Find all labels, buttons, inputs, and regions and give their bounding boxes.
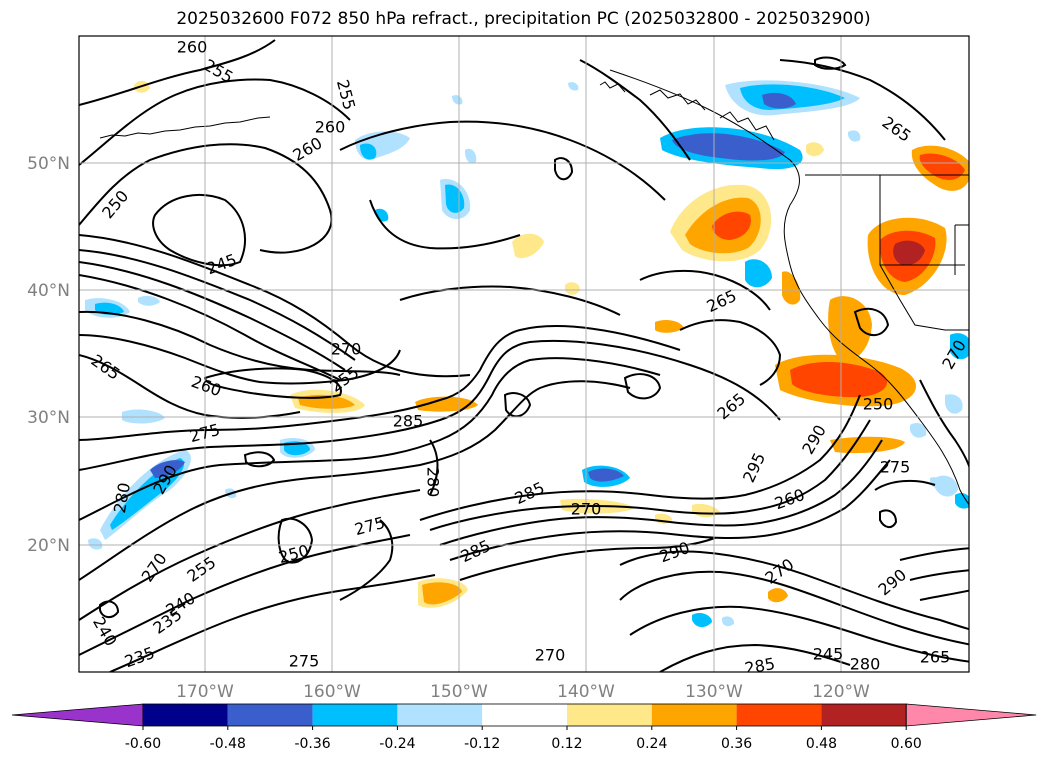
colorbar-tick-label: 0.24 xyxy=(636,736,667,752)
colorbar-frame xyxy=(142,703,907,727)
colorbar-segment xyxy=(651,704,737,726)
colorbar-extend-min xyxy=(11,703,144,727)
colorbar-tick-label: -0.48 xyxy=(210,736,246,752)
colorbar-tick-label: -0.60 xyxy=(125,736,161,752)
colorbar-tick-label: 0.48 xyxy=(806,736,837,752)
contour-label: 245 xyxy=(813,645,844,664)
contour-label: 265 xyxy=(920,648,951,667)
map-frame xyxy=(78,35,970,673)
colorbar-segment xyxy=(567,704,652,726)
refractivity-contours xyxy=(79,39,969,672)
contour-label: 275 xyxy=(880,458,911,477)
lat-label-50n: 50°N xyxy=(27,154,70,174)
lat-label-20n: 20°N xyxy=(27,536,70,556)
colorbar-segment xyxy=(143,704,228,726)
colorbar-tick-label: -0.12 xyxy=(464,736,500,752)
latitude-axis: 50°N 40°N 30°N 20°N xyxy=(27,154,70,556)
colorbar-tick-label: -0.36 xyxy=(294,736,330,752)
colorbar-tick-label: 0.60 xyxy=(891,736,922,752)
colorbar-tick-label: 0.36 xyxy=(721,736,752,752)
graticule xyxy=(79,36,969,672)
colorbar-segment xyxy=(397,704,483,726)
contour-label: 280 xyxy=(424,467,443,498)
lat-label-30n: 30°N xyxy=(27,408,70,428)
colorbar-segment xyxy=(821,704,907,726)
colorbar-tick-label: -0.24 xyxy=(379,736,415,752)
colorbar-segment xyxy=(482,704,567,726)
lon-label-140w: 140°W xyxy=(557,682,615,702)
contour-label: 285 xyxy=(743,654,776,678)
longitude-axis: 170°W 160°W 150°W 140°W 130°W 120°W xyxy=(176,682,870,702)
lon-label-170w: 170°W xyxy=(176,682,234,702)
map-title: 2025032600 F072 850 hPa refract., precip… xyxy=(176,9,871,29)
colorbar xyxy=(11,703,1037,727)
contour-label: 260 xyxy=(177,38,208,57)
contour-label: 250 xyxy=(863,395,894,414)
contour-label: 280 xyxy=(850,655,881,674)
map-background xyxy=(79,36,969,672)
colorbar-labels: -0.60 -0.48 -0.36 -0.24 -0.12 0.12 0.24 0.36 0.4… xyxy=(125,726,922,752)
contour-label: 270 xyxy=(535,646,566,665)
colorbar-tick-label: 0.12 xyxy=(551,736,582,752)
colorbar-segment xyxy=(227,704,313,726)
colorbar-extend-max xyxy=(905,703,1037,727)
lon-label-120w: 120°W xyxy=(812,682,870,702)
lat-label-40n: 40°N xyxy=(27,281,70,301)
contour-label: 275 xyxy=(289,652,320,671)
lon-label-130w: 130°W xyxy=(685,682,743,702)
contour-label: 270 xyxy=(571,500,602,519)
coastlines xyxy=(99,69,969,506)
contour-label: 270 xyxy=(331,340,362,359)
contour-label: 260 xyxy=(315,118,346,137)
precipitation-shading xyxy=(85,80,969,628)
colorbar-segment xyxy=(736,704,822,726)
contour-label: 285 xyxy=(393,412,424,431)
lon-label-150w: 150°W xyxy=(430,682,488,702)
colorbar-segment xyxy=(312,704,398,726)
lon-label-160w: 160°W xyxy=(303,682,361,702)
